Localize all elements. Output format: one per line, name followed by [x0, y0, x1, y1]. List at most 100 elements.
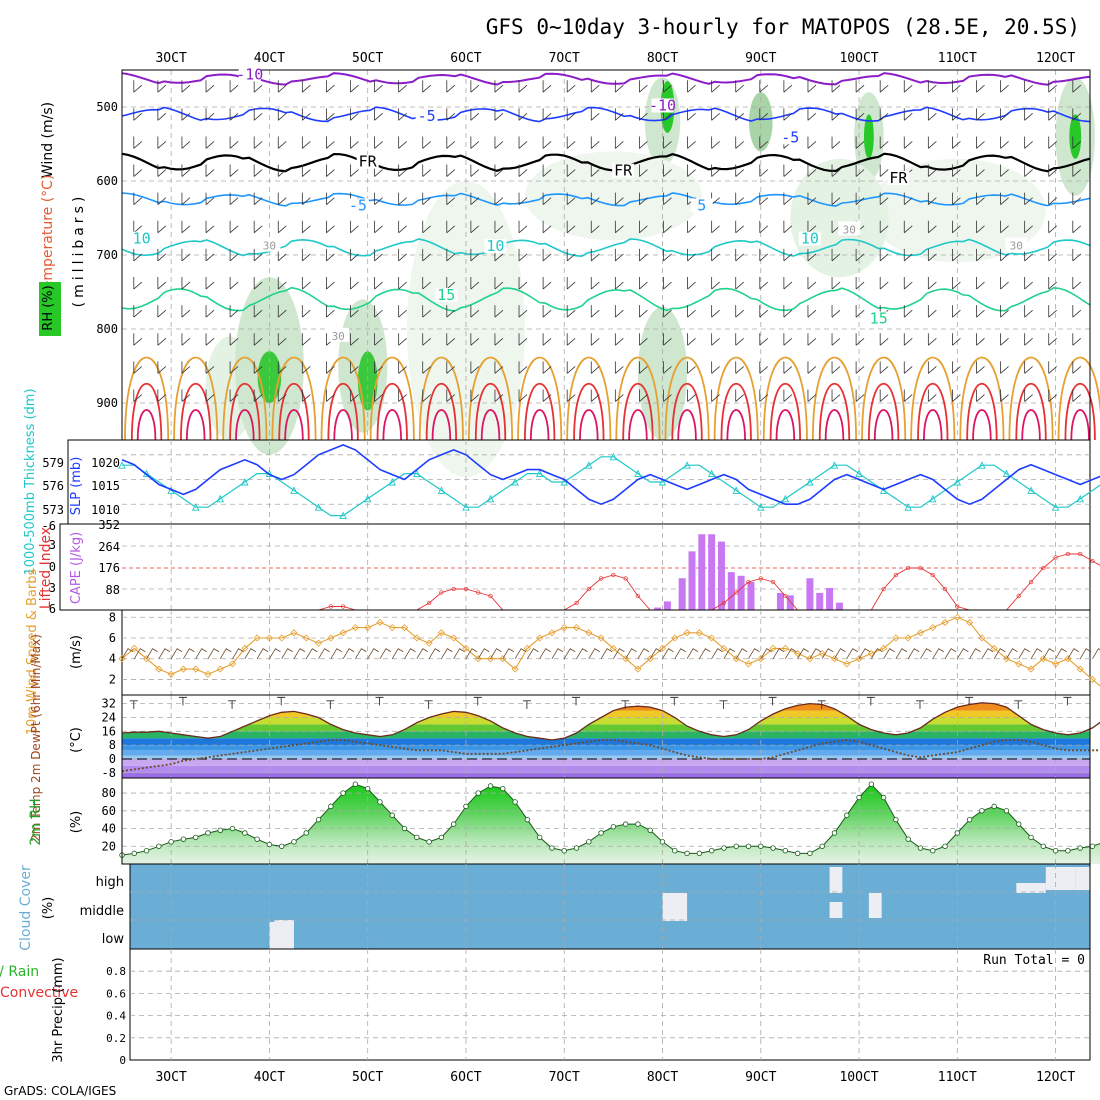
wind10m-point — [437, 629, 445, 637]
wind-barb — [229, 192, 239, 205]
wind-barb — [879, 248, 889, 262]
wind10m-barb — [772, 648, 785, 659]
temp-arch — [972, 409, 992, 441]
wind-barb — [181, 220, 191, 234]
wind-barb — [976, 248, 985, 262]
thickness-marker — [486, 494, 495, 503]
wind-barb — [783, 164, 793, 177]
wind10m-point — [634, 665, 642, 673]
rh2m-point — [696, 850, 703, 857]
cape-bar — [835, 602, 843, 610]
precip-tick: 0.8 — [106, 965, 126, 978]
wind-barb — [927, 80, 937, 93]
wind-barb — [855, 277, 865, 290]
minmax-bar — [915, 700, 924, 709]
wind10m-barb — [1055, 648, 1067, 659]
contour-label-bg — [798, 231, 821, 246]
wind-barb — [253, 108, 263, 121]
rh2m-point — [549, 845, 555, 851]
wind-barb — [614, 80, 624, 93]
temp-arch — [923, 409, 943, 441]
wind10m-point — [425, 639, 433, 647]
temp-arch — [320, 356, 366, 441]
wind-barb — [976, 192, 985, 205]
wind-barb — [639, 164, 648, 177]
wind10m-barb — [711, 648, 723, 659]
wind10m-point — [253, 634, 261, 642]
wind-barb — [663, 164, 672, 177]
rh2m-point — [340, 790, 346, 796]
rh2m-point — [991, 803, 997, 810]
rh2m-point — [1040, 843, 1047, 849]
wind-barb — [253, 277, 263, 290]
wind-barb — [711, 220, 720, 234]
lifted-index-line — [122, 553, 1100, 611]
wind10m-point — [376, 618, 384, 627]
wind-barb — [639, 277, 648, 290]
date-tick-bottom: 10OCT — [839, 1070, 878, 1085]
minmax-bar — [817, 700, 826, 709]
wind10m-panel: 8 6 4 2 — [109, 609, 1100, 696]
temp-band — [122, 772, 1090, 778]
wind10m-barb — [625, 648, 637, 659]
wind-barb — [614, 277, 624, 290]
cloud-cover-panel: high middle low — [80, 863, 1091, 950]
thickness-marker — [388, 477, 396, 486]
contour-label: -10 — [649, 96, 676, 114]
thickness-marker — [314, 503, 323, 511]
wind-barb — [446, 136, 456, 149]
wind-barb — [301, 136, 311, 149]
wind-barb — [157, 389, 167, 402]
lifted-index-point — [746, 579, 751, 585]
wind-barb — [1000, 333, 1009, 346]
date-tick-top: 11OCT — [938, 51, 977, 66]
wind10m-point — [830, 655, 839, 663]
wind-barb — [422, 305, 431, 318]
date-tick-top: 4OCT — [254, 51, 285, 66]
precip-tick: 0 — [119, 1054, 126, 1067]
wind-barb — [807, 277, 817, 290]
cloud-patch — [829, 902, 843, 918]
temp-arch — [628, 409, 648, 441]
wind10m-line — [121, 616, 1100, 687]
minmax-bar — [178, 696, 187, 706]
temp-arch — [959, 356, 1005, 441]
li-tick: -3 — [42, 538, 56, 552]
thickness-marker — [953, 477, 962, 486]
temp-arch — [1021, 409, 1041, 441]
wind10m-barb — [133, 648, 146, 659]
rh2m-point — [401, 825, 408, 832]
wind-barb — [398, 277, 407, 290]
wind10m-barb — [207, 648, 220, 659]
rh2m-point — [930, 848, 936, 854]
wind-barb — [879, 136, 889, 149]
wind10m-point — [290, 629, 298, 637]
wind10m-barb — [121, 648, 134, 659]
wind-barb — [590, 389, 600, 402]
wind10m-barb — [785, 648, 797, 659]
cloud-patch — [1045, 867, 1076, 890]
lifted-index-point — [1041, 565, 1046, 571]
wind10m-point — [683, 629, 691, 637]
wind-barb — [470, 192, 480, 205]
temp2m-axis-label: 2m Temp 2m DewPt (6hr Min/Max) — [29, 634, 43, 842]
wind10m-point — [622, 655, 630, 663]
temp-arch — [369, 356, 415, 441]
minmax-bar — [670, 696, 679, 706]
wind10m-barb — [183, 648, 195, 659]
wind-barb — [855, 164, 865, 177]
wind-barb — [133, 80, 143, 93]
wind-barb — [1048, 108, 1057, 121]
wind-barb — [374, 305, 383, 318]
wind10m-point — [572, 624, 581, 632]
pressure-tick: 800 — [96, 322, 118, 336]
temp-arch — [713, 356, 759, 441]
wind-barb — [566, 108, 576, 121]
wind-barb — [759, 136, 769, 149]
thickness-marker — [535, 469, 544, 478]
contour-label-bg — [258, 237, 281, 252]
wind-barb — [614, 333, 624, 346]
temp-arch — [229, 382, 261, 441]
